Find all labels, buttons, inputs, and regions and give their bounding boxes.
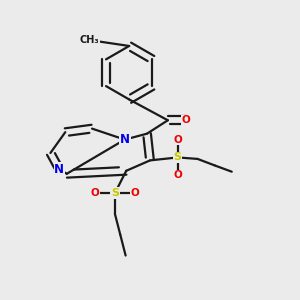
Text: CH₃: CH₃ — [79, 35, 99, 45]
Text: S: S — [174, 152, 182, 162]
Text: O: O — [91, 188, 99, 198]
Text: O: O — [131, 188, 140, 198]
Text: N: N — [54, 163, 64, 176]
Text: O: O — [173, 170, 182, 180]
Text: O: O — [173, 135, 182, 145]
Text: S: S — [111, 188, 119, 198]
Text: O: O — [181, 115, 190, 125]
Text: N: N — [120, 133, 130, 146]
